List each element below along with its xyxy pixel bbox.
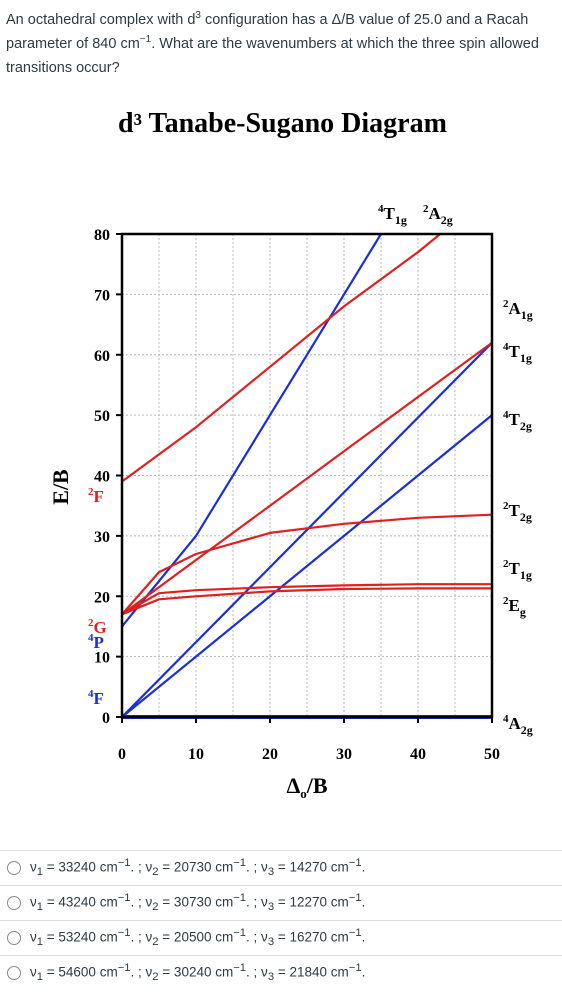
answer-text: ν1 = 54600 cm−1. ; ν2 = 30240 cm−1. ; ν3… bbox=[30, 962, 366, 984]
label-2a2g-top: 2A2g bbox=[423, 203, 453, 227]
radio-button[interactable] bbox=[7, 966, 21, 980]
y-tick-label: 30 bbox=[94, 529, 110, 546]
y-tick-label: 10 bbox=[94, 650, 110, 667]
label-2g: 2G bbox=[88, 617, 107, 637]
answer-option[interactable]: ν1 = 54600 cm−1. ; ν2 = 30240 cm−1. ; ν3… bbox=[0, 955, 562, 990]
question-part: configuration has a Δ/B value of 25.0 an… bbox=[6, 12, 529, 52]
label-2t1g: 2T1g bbox=[503, 558, 532, 582]
question-text: An octahedral complex with d3 configurat… bbox=[6, 8, 556, 80]
x-axis-label: Δo/B bbox=[286, 773, 327, 801]
y-tick-label: 20 bbox=[94, 589, 110, 606]
x-tick-label: 30 bbox=[336, 746, 352, 763]
x-tick-label: 10 bbox=[188, 746, 204, 763]
series-line bbox=[121, 233, 382, 628]
y-tick-label: 70 bbox=[94, 287, 110, 304]
answer-option[interactable]: ν1 = 53240 cm−1. ; ν2 = 20500 cm−1. ; ν3… bbox=[0, 920, 562, 955]
answer-text: ν1 = 43240 cm−1. ; ν2 = 30730 cm−1. ; ν3… bbox=[30, 892, 366, 914]
answer-option[interactable]: ν1 = 43240 cm−1. ; ν2 = 30730 cm−1. ; ν3… bbox=[0, 885, 562, 920]
label-2eg: 2Eg bbox=[503, 595, 526, 619]
label-2t2g: 2T2g bbox=[503, 500, 532, 524]
y-tick-label: 40 bbox=[94, 469, 110, 486]
answer-options: ν1 = 33240 cm−1. ; ν2 = 20730 cm−1. ; ν3… bbox=[0, 850, 562, 990]
question-part: . What are the wavenumbers at which the … bbox=[6, 36, 539, 76]
label-2f: 2F bbox=[88, 486, 104, 506]
series-line bbox=[121, 513, 493, 616]
label-4t1g-right: 4T1g bbox=[503, 341, 532, 365]
radio-button[interactable] bbox=[7, 896, 21, 910]
question-part: An octahedral complex with d bbox=[6, 12, 196, 28]
y-ticks: 0 10 20 30 40 50 60 70 80 bbox=[94, 227, 122, 727]
label-4p: 4P bbox=[88, 632, 104, 652]
y-tick-label: 60 bbox=[94, 348, 110, 365]
x-tick-label: 50 bbox=[484, 746, 500, 763]
series-line bbox=[121, 341, 493, 718]
label-4f: 4F bbox=[88, 688, 104, 708]
series-line bbox=[121, 233, 441, 483]
tanabe-sugano-diagram: d³ Tanabe-Sugano Diagram 0 10 20 30 40 50 60 70… bbox=[48, 108, 533, 801]
radio-button[interactable] bbox=[7, 861, 21, 875]
label-4t2g: 4T2g bbox=[503, 409, 532, 433]
x-ticks: 0 10 20 30 40 50 bbox=[118, 717, 500, 763]
grid bbox=[122, 234, 492, 717]
question-sup: −1 bbox=[139, 34, 152, 46]
label-4t1g-top: 4T1g bbox=[378, 203, 407, 227]
label-2a1g: 2A1g bbox=[503, 298, 533, 322]
series-line bbox=[121, 583, 492, 616]
y-axis-label: E/B bbox=[48, 469, 73, 505]
y-tick-label: 80 bbox=[94, 227, 110, 244]
answer-text: ν1 = 53240 cm−1. ; ν2 = 20500 cm−1. ; ν3… bbox=[30, 927, 366, 949]
series-line bbox=[121, 341, 493, 616]
series-line bbox=[121, 414, 493, 718]
y-tick-label: 0 bbox=[102, 710, 110, 727]
x-tick-label: 0 bbox=[118, 746, 126, 763]
question-sup: 3 bbox=[195, 10, 201, 22]
radio-button[interactable] bbox=[7, 931, 21, 945]
answer-option[interactable]: ν1 = 33240 cm−1. ; ν2 = 20730 cm−1. ; ν3… bbox=[0, 850, 562, 885]
diagram-title: d³ Tanabe-Sugano Diagram bbox=[118, 108, 447, 139]
x-tick-label: 40 bbox=[410, 746, 426, 763]
answer-text: ν1 = 33240 cm−1. ; ν2 = 20730 cm−1. ; ν3… bbox=[30, 857, 366, 879]
series-line bbox=[121, 587, 492, 616]
x-tick-label: 20 bbox=[262, 746, 278, 763]
label-4a2g: 4A2g bbox=[503, 713, 533, 737]
y-tick-label: 50 bbox=[94, 408, 110, 425]
